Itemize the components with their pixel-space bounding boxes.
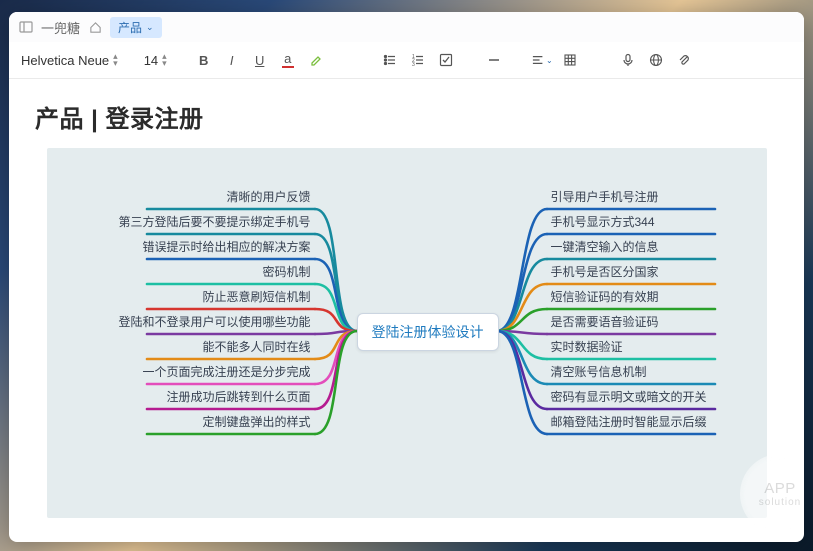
- stepper-arrows-icon: ▴▾: [162, 53, 167, 67]
- mindmap-canvas: 登陆注册体验设计 清晰的用户反馈第三方登陆后要不要提示绑定手机号错误提示时给出相…: [47, 148, 767, 518]
- checklist-button[interactable]: [435, 49, 457, 71]
- table-button[interactable]: [559, 49, 581, 71]
- bullet-list-button[interactable]: [379, 49, 401, 71]
- bold-button[interactable]: B: [193, 49, 215, 71]
- page-title: 产品 | 登录注册: [35, 99, 778, 134]
- attachment-button[interactable]: [673, 49, 695, 71]
- category-tag-label: 产品: [118, 19, 142, 36]
- underline-button[interactable]: U: [249, 49, 271, 71]
- document-header: 一兜糖 产品 ⌄: [9, 12, 804, 42]
- globe-button[interactable]: [645, 49, 667, 71]
- text-color-button[interactable]: a: [277, 49, 299, 71]
- font-size-value: 14: [144, 53, 158, 68]
- document-content: 产品 | 登录注册 登陆注册体验设计 清晰的用户反馈第三方登陆后要不要提示绑定手…: [9, 79, 804, 532]
- microphone-button[interactable]: [617, 49, 639, 71]
- stepper-arrows-icon: ▴▾: [113, 53, 118, 67]
- formatting-toolbar: Helvetica Neue ▴▾ 14 ▴▾ B I U a 123: [9, 42, 804, 79]
- align-button[interactable]: ⌄: [531, 49, 553, 71]
- svg-text:3: 3: [412, 62, 415, 67]
- font-family-select[interactable]: Helvetica Neue ▴▾: [21, 53, 118, 68]
- highlight-button[interactable]: [305, 49, 327, 71]
- mindmap-center-node[interactable]: 登陆注册体验设计: [357, 313, 499, 351]
- app-window: 一兜糖 产品 ⌄ Helvetica Neue ▴▾ 14 ▴▾ B I U a: [9, 12, 804, 542]
- font-family-value: Helvetica Neue: [21, 53, 109, 68]
- divider-button[interactable]: [483, 49, 505, 71]
- chevron-down-icon: ⌄: [146, 22, 154, 33]
- document-title: 一兜糖: [41, 18, 80, 37]
- home-icon[interactable]: [88, 20, 102, 34]
- category-tag[interactable]: 产品 ⌄: [110, 17, 162, 38]
- font-size-select[interactable]: 14 ▴▾: [144, 53, 167, 68]
- sidebar-toggle-icon[interactable]: [19, 20, 33, 34]
- numbered-list-button[interactable]: 123: [407, 49, 429, 71]
- chevron-down-icon: ⌄: [546, 56, 553, 65]
- italic-button[interactable]: I: [221, 49, 243, 71]
